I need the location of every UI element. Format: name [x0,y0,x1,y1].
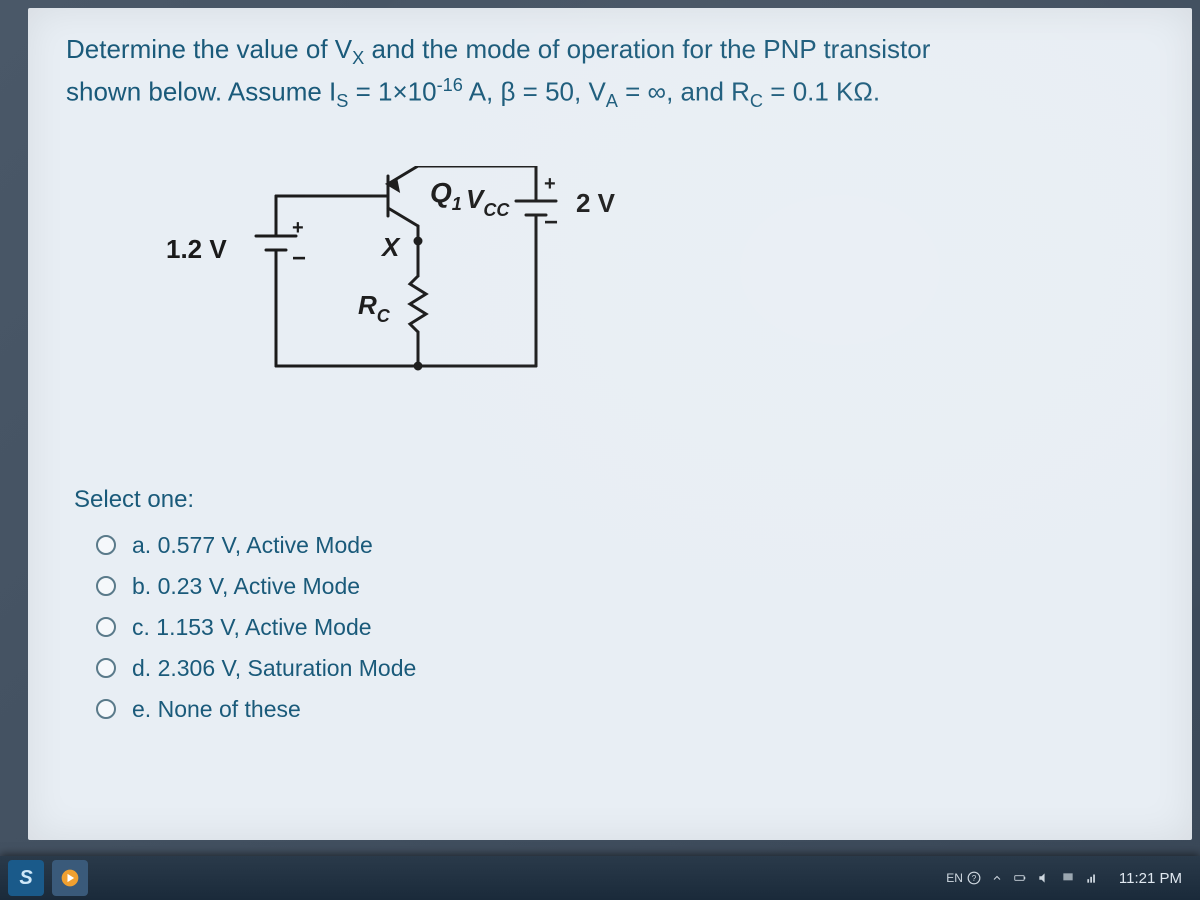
svg-text:Q1: Q1 [430,177,462,214]
q-line2-mid3: = ∞, and R [618,77,750,107]
taskbar-app-icon[interactable] [52,860,88,896]
option-c[interactable]: c. 1.153 V, Active Mode [96,614,1154,641]
svg-text:−: − [544,209,558,236]
q-line2-mid1: = 1×10 [348,77,436,107]
system-tray: EN ? 11:21 PM [946,870,1192,887]
q-line2-sub1: S [336,91,348,111]
circuit-vcc-value: 2 V [576,188,616,218]
media-player-icon [60,868,80,888]
flag-icon[interactable] [1061,871,1075,885]
circuit-rc-label: R [358,290,377,320]
chevron-up-icon[interactable] [991,872,1003,884]
start-glyph: S [19,867,32,890]
circuit-vcc-sub: CC [483,200,510,220]
taskbar: S EN ? 11:21 PM [0,856,1200,900]
options-group: a. 0.577 V, Active Mode b. 0.23 V, Activ… [96,532,1154,723]
volume-icon[interactable] [1037,871,1051,885]
svg-text:−: − [292,245,306,272]
option-label: a. 0.577 V, Active Mode [132,532,373,559]
quiz-panel: Determine the value of VX and the mode o… [28,8,1192,840]
select-one-label: Select one: [74,486,1154,514]
option-e[interactable]: e. None of these [96,696,1154,723]
option-label: e. None of these [132,696,301,723]
radio-icon[interactable] [96,699,116,719]
help-icon: ? [967,871,981,885]
circuit-q-label: Q [430,177,452,208]
network-icon[interactable] [1085,871,1099,885]
start-button[interactable]: S [8,860,44,896]
circuit-diagram: 1.2 V + − Q1 X RC VCC + − 2 V [126,166,686,396]
screen-photo: Determine the value of VX and the mode o… [0,0,1200,900]
option-d[interactable]: d. 2.306 V, Saturation Mode [96,655,1154,682]
q-line2-prefix: shown below. Assume I [66,77,336,107]
svg-text:+: + [292,217,304,239]
language-indicator[interactable]: EN ? [946,871,981,885]
q-line1-mid: and the mode of operation for the PNP tr… [364,34,930,64]
q-line2-sup: -16 [437,75,463,95]
circuit-left-source: 1.2 V [166,234,227,264]
option-label: b. 0.23 V, Active Mode [132,573,360,600]
q-line2-mid2: A, β = 50, V [463,77,606,107]
circuit-node-x: X [380,232,401,262]
option-a[interactable]: a. 0.577 V, Active Mode [96,532,1154,559]
option-b[interactable]: b. 0.23 V, Active Mode [96,573,1154,600]
q-line2-sub3: C [750,91,763,111]
svg-text:+: + [544,173,556,195]
battery-icon[interactable] [1013,871,1027,885]
svg-text:?: ? [972,874,977,883]
radio-icon[interactable] [96,658,116,678]
option-label: d. 2.306 V, Saturation Mode [132,655,416,682]
radio-icon[interactable] [96,535,116,555]
svg-text:RC: RC [358,290,391,326]
q-line2-sub2: A [606,91,618,111]
radio-icon[interactable] [96,617,116,637]
q-line1-prefix: Determine the value of V [66,34,352,64]
option-label: c. 1.153 V, Active Mode [132,614,372,641]
svg-text:1.2 V: 1.2 V [166,234,227,264]
q-line2-end: = 0.1 KΩ. [763,77,880,107]
question-text: Determine the value of VX and the mode o… [66,30,1154,116]
q-line1-sub: X [352,48,364,68]
svg-text:2 V: 2 V [576,188,616,218]
radio-icon[interactable] [96,576,116,596]
svg-text:X: X [380,232,401,262]
clock[interactable]: 11:21 PM [1109,870,1192,887]
svg-text:VCC: VCC [466,184,510,220]
circuit-rc-sub: C [377,306,391,326]
circuit-q-sub: 1 [452,194,462,214]
